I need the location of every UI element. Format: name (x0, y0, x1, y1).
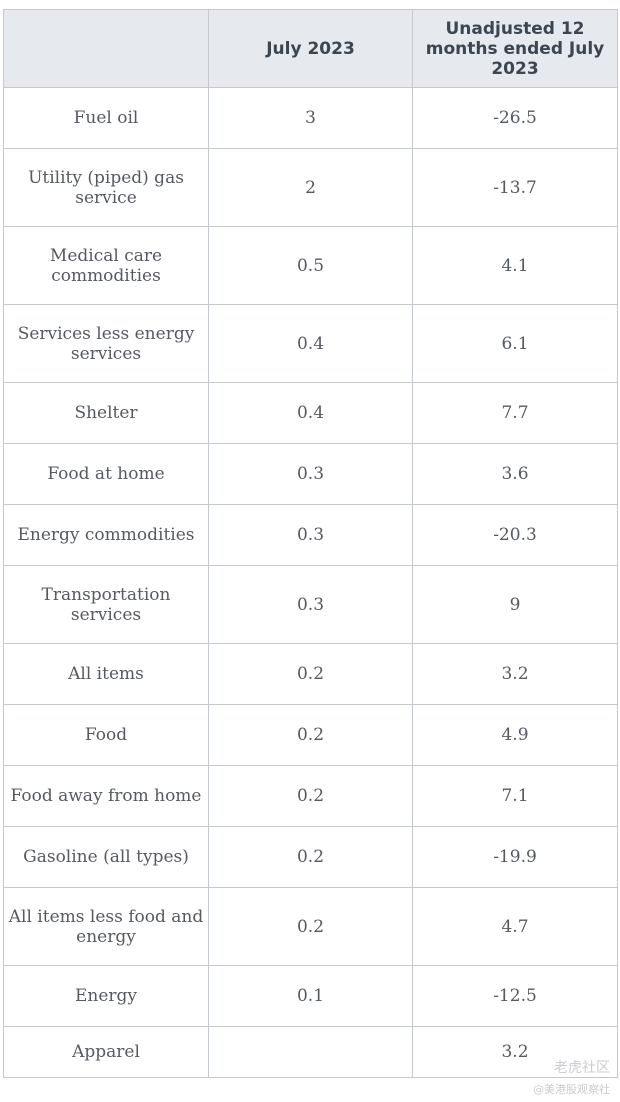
july-cell: 0.3 (208, 504, 413, 566)
table-body: Fuel oil 3 -26.5 Utility (piped) gas ser… (3, 87, 618, 1078)
table-row: Food at home 0.3 3.6 (3, 443, 618, 505)
unadjusted-cell: -19.9 (412, 826, 618, 888)
unadjusted-cell: 3.2 (412, 1026, 618, 1078)
item-cell: Fuel oil (3, 87, 209, 149)
july-cell: 2 (208, 148, 413, 227)
item-cell: Utility (piped) gas service (3, 148, 209, 227)
item-cell: Energy commodities (3, 504, 209, 566)
table-row: Food away from home 0.2 7.1 (3, 765, 618, 827)
unadjusted-cell: -20.3 (412, 504, 618, 566)
unadjusted-cell: 4.1 (412, 226, 618, 305)
july-cell: 0.3 (208, 443, 413, 505)
july-cell (208, 1026, 413, 1078)
item-cell: All items less food and energy (3, 887, 209, 966)
july-cell: 3 (208, 87, 413, 149)
july-cell: 0.3 (208, 565, 413, 644)
table-row: Fuel oil 3 -26.5 (3, 87, 618, 149)
table-row: Medical care commodities 0.5 4.1 (3, 226, 618, 305)
unadjusted-cell: 7.7 (412, 382, 618, 444)
table-row: Gasoline (all types) 0.2 -19.9 (3, 826, 618, 888)
watermark-community: 老虎社区 (554, 1060, 610, 1076)
item-cell: Gasoline (all types) (3, 826, 209, 888)
header-unadjusted-12-months: Unadjusted 12 months ended July 2023 (412, 9, 618, 88)
table-row: Food 0.2 4.9 (3, 704, 618, 766)
item-cell: Services less energy services (3, 304, 209, 383)
table-row: Utility (piped) gas service 2 -13.7 (3, 148, 618, 227)
table-row: Energy 0.1 -12.5 (3, 965, 618, 1027)
header-july-2023: July 2023 (208, 9, 413, 88)
item-cell: Food at home (3, 443, 209, 505)
unadjusted-cell: 4.9 (412, 704, 618, 766)
table-row: All items less food and energy 0.2 4.7 (3, 887, 618, 966)
july-cell: 0.2 (208, 704, 413, 766)
item-cell: Food (3, 704, 209, 766)
unadjusted-cell: 9 (412, 565, 618, 644)
item-cell: Shelter (3, 382, 209, 444)
item-cell: Apparel (3, 1026, 209, 1078)
unadjusted-cell: 3.6 (412, 443, 618, 505)
unadjusted-cell: -26.5 (412, 87, 618, 149)
july-cell: 0.1 (208, 965, 413, 1027)
item-cell: Transportation services (3, 565, 209, 644)
item-cell: All items (3, 643, 209, 705)
unadjusted-cell: 4.7 (412, 887, 618, 966)
unadjusted-cell: 3.2 (412, 643, 618, 705)
july-cell: 0.2 (208, 643, 413, 705)
july-cell: 0.4 (208, 304, 413, 383)
table-row: Services less energy services 0.4 6.1 (3, 304, 618, 383)
item-cell: Food away from home (3, 765, 209, 827)
header-item (3, 9, 209, 88)
table-row: Shelter 0.4 7.7 (3, 382, 618, 444)
table-row: Apparel 3.2 (3, 1026, 618, 1078)
unadjusted-cell: 6.1 (412, 304, 618, 383)
july-cell: 0.2 (208, 765, 413, 827)
table-row: All items 0.2 3.2 (3, 643, 618, 705)
watermark-handle: @美港股观察社 (533, 1083, 610, 1096)
july-cell: 0.2 (208, 826, 413, 888)
july-cell: 0.5 (208, 226, 413, 305)
cpi-table: July 2023 Unadjusted 12 months ended Jul… (3, 9, 618, 1078)
table-row: Energy commodities 0.3 -20.3 (3, 504, 618, 566)
item-cell: Energy (3, 965, 209, 1027)
july-cell: 0.4 (208, 382, 413, 444)
july-cell: 0.2 (208, 887, 413, 966)
unadjusted-cell: -13.7 (412, 148, 618, 227)
item-cell: Medical care commodities (3, 226, 209, 305)
unadjusted-cell: 7.1 (412, 765, 618, 827)
table-row: Transportation services 0.3 9 (3, 565, 618, 644)
header-row: July 2023 Unadjusted 12 months ended Jul… (3, 9, 618, 88)
table-header: July 2023 Unadjusted 12 months ended Jul… (3, 9, 618, 88)
unadjusted-cell: -12.5 (412, 965, 618, 1027)
